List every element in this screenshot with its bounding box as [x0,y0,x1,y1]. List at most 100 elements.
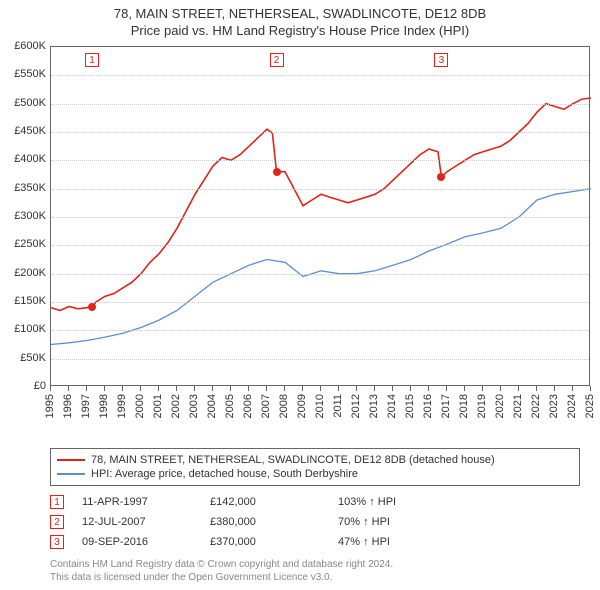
x-tick [428,386,429,391]
gridline-h [51,330,589,331]
sales-row-date: 09-SEP-2016 [82,536,192,548]
y-axis-label: £350K [14,182,46,194]
x-tick [194,386,195,391]
x-tick [374,386,375,391]
x-axis-label: 2016 [422,394,434,418]
x-tick [338,386,339,391]
gridline-h [51,104,589,105]
x-axis-label: 2004 [206,394,218,418]
legend-swatch [57,459,85,461]
gridline-h [51,132,589,133]
x-axis-label: 2018 [458,394,470,418]
x-tick [482,386,483,391]
x-tick [554,386,555,391]
gridline-h [51,189,589,190]
gridline-h [51,274,589,275]
legend-row: 78, MAIN STREET, NETHERSEAL, SWADLINCOTE… [57,453,573,467]
x-tick [284,386,285,391]
x-tick [392,386,393,391]
x-axis-label: 2023 [548,394,560,418]
x-tick [68,386,69,391]
y-axis-label: £450K [14,125,46,137]
x-tick [464,386,465,391]
y-axis-label: £250K [14,238,46,250]
gridline-h [51,359,589,360]
x-tick [320,386,321,391]
plot-area: 123 [50,46,590,386]
x-tick [248,386,249,391]
sales-row-marker: 1 [50,495,64,509]
x-axis-label: 2011 [332,394,344,418]
y-axis-label: £500K [14,97,46,109]
x-axis-label: 2000 [134,394,146,418]
title-line-1: 78, MAIN STREET, NETHERSEAL, SWADLINCOTE… [0,6,600,21]
x-axis-label: 2015 [404,394,416,418]
series-property [51,98,591,311]
y-axis-label: £550K [14,68,46,80]
sale-marker-box-1: 1 [85,53,99,67]
x-axis-label: 2002 [170,394,182,418]
y-axis-label: £50K [20,352,46,364]
sales-row-price: £370,000 [210,536,320,548]
y-axis-label: £600K [14,40,46,52]
x-axis-label: 2007 [260,394,272,418]
x-tick [572,386,573,391]
x-axis-label: 2022 [530,394,542,418]
x-axis-label: 2003 [188,394,200,418]
legend-swatch [57,473,85,475]
sales-table: 1 11-APR-1997 £142,000 103% ↑ HPI 2 12-JUL-20… [50,492,590,552]
title-line-2: Price paid vs. HM Land Registry's House … [0,23,600,38]
gridline-h [51,217,589,218]
x-tick [518,386,519,391]
x-axis-label: 2020 [494,394,506,418]
sales-row-marker: 2 [50,515,64,529]
legend-box: 78, MAIN STREET, NETHERSEAL, SWADLINCOTE… [50,448,580,486]
x-tick [500,386,501,391]
x-tick [230,386,231,391]
sales-row-price: £380,000 [210,516,320,528]
sales-row-hpi: 70% ↑ HPI [338,516,448,528]
sales-row-hpi: 47% ↑ HPI [338,536,448,548]
sales-row: 2 12-JUL-2007 £380,000 70% ↑ HPI [50,512,590,532]
x-tick [590,386,591,391]
x-axis-label: 2025 [584,394,596,418]
x-tick [122,386,123,391]
sales-row-hpi: 103% ↑ HPI [338,496,448,508]
x-tick [302,386,303,391]
sale-marker-box-3: 3 [434,53,448,67]
x-tick [356,386,357,391]
attribution-footer: Contains HM Land Registry data © Crown c… [50,558,590,584]
sale-marker-dot-3 [437,173,445,181]
y-axis-label: £100K [14,323,46,335]
sale-marker-dot-2 [273,168,281,176]
sales-row-date: 12-JUL-2007 [82,516,192,528]
x-tick [536,386,537,391]
gridline-h [51,75,589,76]
sales-row: 1 11-APR-1997 £142,000 103% ↑ HPI [50,492,590,512]
x-tick [86,386,87,391]
y-axis-label: £300K [14,210,46,222]
sales-row: 3 09-SEP-2016 £370,000 47% ↑ HPI [50,532,590,552]
x-axis-label: 2009 [296,394,308,418]
gridline-h [51,302,589,303]
y-axis-label: £200K [14,267,46,279]
x-tick [176,386,177,391]
x-tick [104,386,105,391]
sales-row-date: 11-APR-1997 [82,496,192,508]
chart-container: 123 £0£50K£100K£150K£200K£250K£300K£350K… [50,46,590,416]
x-axis-label: 1995 [44,394,56,418]
x-axis-label: 2017 [440,394,452,418]
x-tick [212,386,213,391]
x-axis-label: 2005 [224,394,236,418]
series-hpi [51,189,591,345]
legend-label: 78, MAIN STREET, NETHERSEAL, SWADLINCOTE… [91,454,495,466]
x-axis-label: 1997 [80,394,92,418]
legend-label: HPI: Average price, detached house, Sout… [91,468,358,480]
x-axis-label: 2024 [566,394,578,418]
y-axis-label: £400K [14,153,46,165]
x-axis-label: 1999 [116,394,128,418]
x-axis-label: 1998 [98,394,110,418]
sales-row-price: £142,000 [210,496,320,508]
x-tick [50,386,51,391]
sales-row-marker: 3 [50,535,64,549]
